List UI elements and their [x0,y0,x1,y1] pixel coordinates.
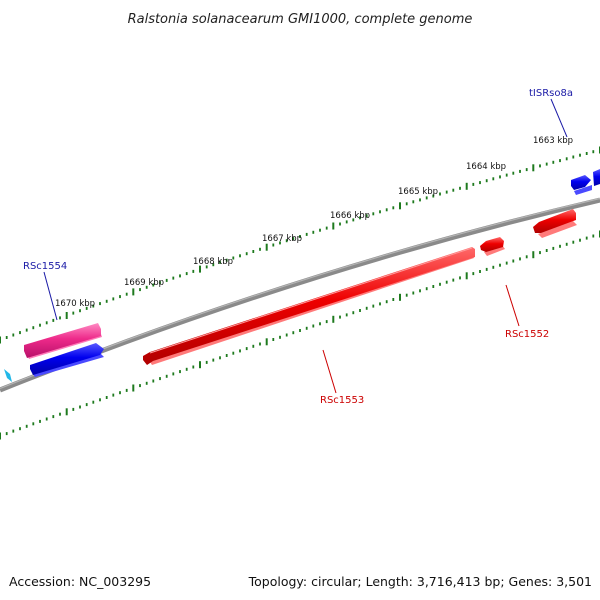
footer-genome-info: Topology: circular; Length: 3,716,413 bp… [248,574,592,589]
inner-tick-ring [0,230,600,440]
gene-tisrso8a[interactable] [571,169,600,195]
gene-rsc1554-rna[interactable] [24,323,102,359]
leader-line-rsc1552 [505,284,520,327]
tick-label-1670: 1670 kbp [55,299,95,309]
tick-label-1663: 1663 kbp [533,136,573,146]
gene-rsc1552[interactable] [533,209,577,238]
outer-tick-ring [0,146,600,344]
genome-backbone [0,197,600,393]
tick-label-1667: 1667 kbp [262,234,302,244]
leader-line-rsc1553 [322,349,337,394]
cyan-marker [4,369,12,382]
gene-label-rsc1553[interactable]: RSc1553 [320,395,364,406]
tick-label-1665: 1665 kbp [398,187,438,197]
map-title: Ralstonia solanacearum GMI1000, complete… [128,12,473,27]
leader-line-rsc1554 [43,271,58,321]
tick-label-1668: 1668 kbp [193,257,233,267]
gene-label-rsc1552[interactable]: RSc1552 [505,329,549,340]
gene-rsc1553[interactable] [143,247,475,365]
tick-label-1664: 1664 kbp [466,162,506,172]
footer-accession: Accession: NC_003295 [9,574,151,589]
tick-label-1666: 1666 kbp [330,211,370,221]
gene-rsc1552-part1[interactable] [480,237,505,256]
gene-label-tisrso8a[interactable]: tISRso8a [529,88,573,99]
gene-rsc1554[interactable] [30,343,104,377]
gene-label-rsc1554[interactable]: RSc1554 [23,261,67,272]
leader-line-tisrso8a [550,98,568,138]
tick-label-1669: 1669 kbp [124,278,164,288]
